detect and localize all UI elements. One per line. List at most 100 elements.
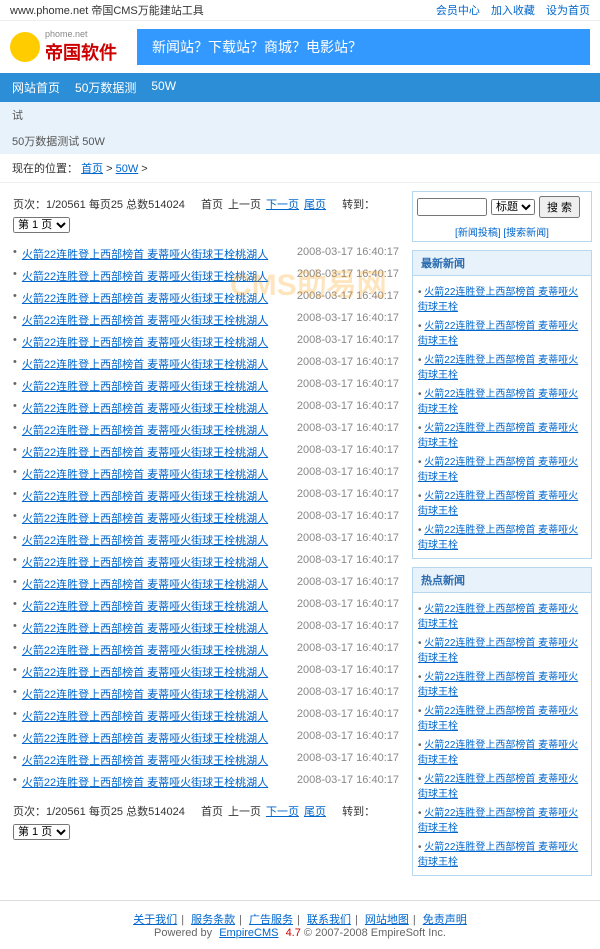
side-link[interactable]: 火箭22连胜登上西部榜首 麦蒂哑火街球王栓	[418, 808, 578, 834]
list-item: 火箭22连胜登上西部榜首 麦蒂哑火街球王栓桃湖人 2008-03-17 16:40…	[8, 397, 404, 419]
pg-select[interactable]: 第 1 页	[13, 217, 70, 233]
article-link[interactable]: 火箭22连胜登上西部榜首 麦蒂哑火街球王栓桃湖人	[22, 510, 268, 526]
search-button[interactable]: 搜 索	[539, 196, 580, 218]
side-link[interactable]: 火箭22连胜登上西部榜首 麦蒂哑火街球王栓	[418, 706, 578, 732]
article-link[interactable]: 火箭22连胜登上西部榜首 麦蒂哑火街球王栓桃湖人	[22, 466, 268, 482]
article-link[interactable]: 火箭22连胜登上西部榜首 麦蒂哑火街球王栓桃湖人	[22, 620, 268, 636]
search-type[interactable]: 标题	[491, 199, 535, 215]
side-link[interactable]: 火箭22连胜登上西部榜首 麦蒂哑火街球王栓	[418, 321, 578, 347]
side-link[interactable]: 火箭22连胜登上西部榜首 麦蒂哑火街球王栓	[418, 672, 578, 698]
side-link[interactable]: 火箭22连胜登上西部榜首 麦蒂哑火街球王栓	[418, 740, 578, 766]
search-news[interactable]: [搜索新闻]	[503, 228, 549, 239]
nav-50w[interactable]: 50W	[151, 79, 176, 96]
article-link[interactable]: 火箭22连胜登上西部榜首 麦蒂哑火街球王栓桃湖人	[22, 334, 268, 350]
list-item: 火箭22连胜登上西部榜首 麦蒂哑火街球王栓桃湖人 2008-03-17 16:40…	[8, 683, 404, 705]
ft-sitemap[interactable]: 网站地图	[365, 914, 409, 926]
article-time: 2008-03-17 16:40:17	[297, 752, 399, 768]
list-item: 火箭22连胜登上西部榜首 麦蒂哑火街球王栓桃湖人 2008-03-17 16:40…	[8, 441, 404, 463]
logo-text: 帝国软件	[45, 39, 117, 65]
article-link[interactable]: 火箭22连胜登上西部榜首 麦蒂哑火街球王栓桃湖人	[22, 356, 268, 372]
bc-prefix: 现在的位置：	[12, 163, 78, 175]
article-link[interactable]: 火箭22连胜登上西部榜首 麦蒂哑火街球王栓桃湖人	[22, 488, 268, 504]
pg-next-b[interactable]: 下一页	[266, 803, 299, 819]
article-time: 2008-03-17 16:40:17	[297, 400, 399, 416]
article-time: 2008-03-17 16:40:17	[297, 312, 399, 328]
side-link[interactable]: 火箭22连胜登上西部榜首 麦蒂哑火街球王栓	[418, 457, 578, 483]
article-time: 2008-03-17 16:40:17	[297, 246, 399, 262]
article-link[interactable]: 火箭22连胜登上西部榜首 麦蒂哑火街球王栓桃湖人	[22, 400, 268, 416]
article-time: 2008-03-17 16:40:17	[297, 686, 399, 702]
side-item: 火箭22连胜登上西部榜首 麦蒂哑火街球王栓	[418, 417, 586, 451]
bc-home[interactable]: 首页	[81, 163, 103, 175]
article-link[interactable]: 火箭22连胜登上西部榜首 麦蒂哑火街球王栓桃湖人	[22, 554, 268, 570]
article-link[interactable]: 火箭22连胜登上西部榜首 麦蒂哑火街球王栓桃湖人	[22, 246, 268, 262]
ft-brand[interactable]: EmpireCMS	[219, 927, 278, 939]
side-link[interactable]: 火箭22连胜登上西部榜首 麦蒂哑火街球王栓	[418, 389, 578, 415]
article-time: 2008-03-17 16:40:17	[297, 488, 399, 504]
article-link[interactable]: 火箭22连胜登上西部榜首 麦蒂哑火街球王栓桃湖人	[22, 642, 268, 658]
article-link[interactable]: 火箭22连胜登上西部榜首 麦蒂哑火街球王栓桃湖人	[22, 532, 268, 548]
search-input[interactable]	[417, 198, 487, 216]
pg-next[interactable]: 下一页	[266, 196, 299, 212]
ft-disclaimer[interactable]: 免责声明	[423, 914, 467, 926]
ft-contact[interactable]: 联系我们	[307, 914, 351, 926]
article-time: 2008-03-17 16:40:17	[297, 422, 399, 438]
side-item: 火箭22连胜登上西部榜首 麦蒂哑火街球王栓	[418, 281, 586, 315]
article-link[interactable]: 火箭22连胜登上西部榜首 麦蒂哑火街球王栓桃湖人	[22, 444, 268, 460]
page-info: 页次：1/20561 每页25 总数514024	[13, 196, 185, 212]
side-link[interactable]: 火箭22连胜登上西部榜首 麦蒂哑火街球王栓	[418, 774, 578, 800]
home-link[interactable]: 设为首页	[546, 5, 590, 17]
side-item: 火箭22连胜登上西部榜首 麦蒂哑火街球王栓	[418, 666, 586, 700]
member-link[interactable]: 会员中心	[436, 5, 480, 17]
side-link[interactable]: 火箭22连胜登上西部榜首 麦蒂哑火街球王栓	[418, 842, 578, 868]
article-time: 2008-03-17 16:40:17	[297, 642, 399, 658]
breadcrumb: 现在的位置： 首页 > 50W >	[0, 154, 600, 183]
article-link[interactable]: 火箭22连胜登上西部榜首 麦蒂哑火街球王栓桃湖人	[22, 730, 268, 746]
article-time: 2008-03-17 16:40:17	[297, 598, 399, 614]
pg-goto-b: 转到：	[342, 803, 375, 819]
side-link[interactable]: 火箭22连胜登上西部榜首 麦蒂哑火街球王栓	[418, 423, 578, 449]
submit-news[interactable]: [新闻投稿]	[455, 228, 501, 239]
list-item: 火箭22连胜登上西部榜首 麦蒂哑火街球王栓桃湖人 2008-03-17 16:40…	[8, 639, 404, 661]
article-link[interactable]: 火箭22连胜登上西部榜首 麦蒂哑火街球王栓桃湖人	[22, 378, 268, 394]
article-link[interactable]: 火箭22连胜登上西部榜首 麦蒂哑火街球王栓桃湖人	[22, 312, 268, 328]
side-link[interactable]: 火箭22连胜登上西部榜首 麦蒂哑火街球王栓	[418, 525, 578, 551]
article-time: 2008-03-17 16:40:17	[297, 466, 399, 482]
ft-terms[interactable]: 服务条款	[191, 914, 235, 926]
side-link[interactable]: 火箭22连胜登上西部榜首 麦蒂哑火街球王栓	[418, 355, 578, 381]
nav-test[interactable]: 50万数据测	[75, 79, 136, 96]
fav-link[interactable]: 加入收藏	[491, 5, 535, 17]
article-link[interactable]: 火箭22连胜登上西部榜首 麦蒂哑火街球王栓桃湖人	[22, 774, 268, 790]
logo-icon	[10, 32, 40, 62]
article-link[interactable]: 火箭22连胜登上西部榜首 麦蒂哑火街球王栓桃湖人	[22, 290, 268, 306]
nav-home[interactable]: 网站首页	[12, 79, 60, 96]
ft-ads[interactable]: 广告服务	[249, 914, 293, 926]
side-link[interactable]: 火箭22连胜登上西部榜首 麦蒂哑火街球王栓	[418, 287, 578, 313]
list-item: 火箭22连胜登上西部榜首 麦蒂哑火街球王栓桃湖人 2008-03-17 16:40…	[8, 749, 404, 771]
list-item: 火箭22连胜登上西部榜首 麦蒂哑火街球王栓桃湖人 2008-03-17 16:40…	[8, 485, 404, 507]
article-time: 2008-03-17 16:40:17	[297, 576, 399, 592]
article-link[interactable]: 火箭22连胜登上西部榜首 麦蒂哑火街球王栓桃湖人	[22, 708, 268, 724]
side-link[interactable]: 火箭22连胜登上西部榜首 麦蒂哑火街球王栓	[418, 638, 578, 664]
article-link[interactable]: 火箭22连胜登上西部榜首 麦蒂哑火街球王栓桃湖人	[22, 686, 268, 702]
article-link[interactable]: 火箭22连胜登上西部榜首 麦蒂哑火街球王栓桃湖人	[22, 268, 268, 284]
list-item: 火箭22连胜登上西部榜首 麦蒂哑火街球王栓桃湖人2008-03-17 16:40…	[8, 265, 404, 287]
ft-about[interactable]: 关于我们	[133, 914, 177, 926]
side-link[interactable]: 火箭22连胜登上西部榜首 麦蒂哑火街球王栓	[418, 604, 578, 630]
article-time: 2008-03-17 16:40:17	[297, 620, 399, 636]
article-link[interactable]: 火箭22连胜登上西部榜首 麦蒂哑火街球王栓桃湖人	[22, 422, 268, 438]
article-link[interactable]: 火箭22连胜登上西部榜首 麦蒂哑火街球王栓桃湖人	[22, 664, 268, 680]
hot-title: 热点新闻	[413, 568, 591, 593]
article-time: 2008-03-17 16:40:17	[297, 532, 399, 548]
bc-cat[interactable]: 50W	[116, 163, 139, 175]
side-link[interactable]: 火箭22连胜登上西部榜首 麦蒂哑火街球王栓	[418, 491, 578, 517]
logo[interactable]: phome.net 帝国软件	[10, 29, 117, 65]
article-link[interactable]: 火箭22连胜登上西部榜首 麦蒂哑火街球王栓桃湖人	[22, 598, 268, 614]
list-item: 火箭22连胜登上西部榜首 麦蒂哑火街球王栓桃湖人 2008-03-17 16:40…	[8, 463, 404, 485]
pg-select-b[interactable]: 第 1 页	[13, 824, 70, 840]
article-time: 2008-03-17 16:40:17	[297, 444, 399, 460]
pg-last[interactable]: 尾页	[304, 196, 326, 212]
pg-last-b[interactable]: 尾页	[304, 803, 326, 819]
article-link[interactable]: 火箭22连胜登上西部榜首 麦蒂哑火街球王栓桃湖人	[22, 576, 268, 592]
article-link[interactable]: 火箭22连胜登上西部榜首 麦蒂哑火街球王栓桃湖人	[22, 752, 268, 768]
